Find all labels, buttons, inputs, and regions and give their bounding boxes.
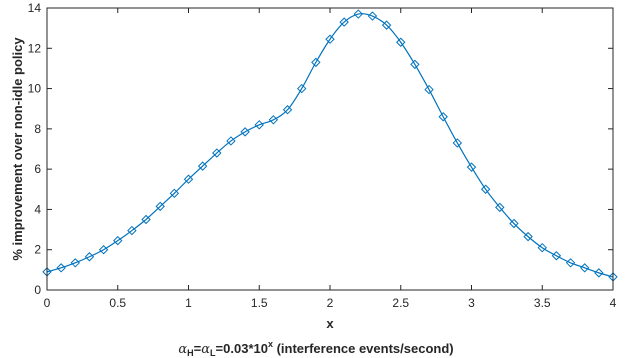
- data-point-marker: [594, 268, 604, 278]
- y-tick-label: 0: [34, 283, 41, 297]
- y-axis-ticks: 0 2 4 6 8 10 12 14: [28, 1, 613, 297]
- data-point-marker: [495, 202, 505, 213]
- x-tick-label: 0.5: [109, 296, 126, 310]
- y-tick-label: 8: [34, 122, 41, 136]
- caption-equals: =: [194, 341, 202, 356]
- data-point-marker: [282, 105, 293, 115]
- data-point-marker: [254, 120, 264, 130]
- y-axis-label: % improvement over non-idle policy: [10, 37, 25, 261]
- data-point-marker: [353, 9, 364, 19]
- data-point-marker: [551, 251, 562, 261]
- data-point-marker: [509, 218, 519, 229]
- x-tick-label: 2.5: [392, 296, 409, 310]
- x-axis-label: x: [326, 316, 334, 331]
- data-point-marker: [169, 188, 180, 199]
- data-point-marker: [296, 83, 307, 94]
- data-point-marker: [56, 263, 66, 273]
- y-tick-label: 4: [34, 202, 41, 216]
- data-point-marker: [141, 214, 151, 225]
- data-point-marker: [113, 235, 123, 246]
- plot-background: [47, 8, 613, 290]
- y-tick-label: 10: [28, 82, 42, 96]
- data-point-marker: [127, 225, 137, 236]
- caption-units: (interference events/second): [273, 341, 454, 356]
- data-point-marker: [466, 162, 477, 172]
- data-point-marker: [565, 258, 576, 268]
- y-tick-label: 6: [34, 162, 41, 176]
- x-tick-label: 2: [327, 296, 334, 310]
- data-point-marker: [240, 127, 250, 137]
- x-tick-label: 1: [185, 296, 192, 310]
- caption-sub-l: L: [210, 348, 216, 358]
- x-tick-label: 0: [44, 296, 51, 310]
- y-tick-label: 14: [28, 1, 42, 15]
- y-tick-label: 2: [34, 243, 41, 257]
- data-point-marker: [410, 59, 420, 70]
- data-point-marker: [311, 57, 321, 68]
- data-point-marker: [537, 242, 547, 253]
- x-tick-label: 1.5: [251, 296, 268, 310]
- data-point-marker: [438, 112, 448, 122]
- data-point-marker: [98, 245, 109, 255]
- data-point-marker: [197, 161, 208, 171]
- data-point-marker: [155, 201, 165, 212]
- x-axis-caption: αH=αL=0.03*10x (interference events/seco…: [178, 339, 453, 358]
- data-point-marker: [70, 258, 81, 268]
- data-point-marker: [523, 231, 533, 242]
- data-point-marker: [325, 34, 335, 44]
- data-point-marker: [480, 184, 491, 194]
- caption-alpha-h: α: [178, 342, 187, 357]
- caption-body: =0.03*10: [216, 341, 268, 356]
- y-tick-label: 12: [28, 41, 42, 55]
- data-point-marker: [339, 17, 349, 27]
- caption-exponent: x: [268, 339, 273, 349]
- data-point-marker: [84, 252, 95, 262]
- x-axis-ticks: 0 0.5 1 1.5 2 2.5 3 3.5 4: [44, 8, 617, 310]
- data-point-marker: [381, 20, 392, 30]
- caption-sub-h: H: [187, 348, 194, 358]
- x-tick-label: 3.5: [534, 296, 551, 310]
- data-point-marker: [367, 11, 378, 21]
- x-tick-label: 3: [468, 296, 475, 310]
- data-point-marker: [226, 136, 236, 146]
- data-point-marker: [579, 263, 590, 273]
- data-point-marker: [396, 37, 406, 47]
- series-line: [46, 13, 614, 278]
- data-point-marker: [452, 138, 463, 148]
- caption-alpha-l: α: [201, 342, 210, 357]
- plot-frame: [46, 7, 614, 291]
- data-point-marker: [424, 84, 434, 95]
- data-point-marker: [183, 174, 194, 184]
- data-point-marker: [212, 148, 222, 158]
- x-tick-label: 4: [610, 296, 617, 310]
- data-point-marker: [268, 115, 279, 125]
